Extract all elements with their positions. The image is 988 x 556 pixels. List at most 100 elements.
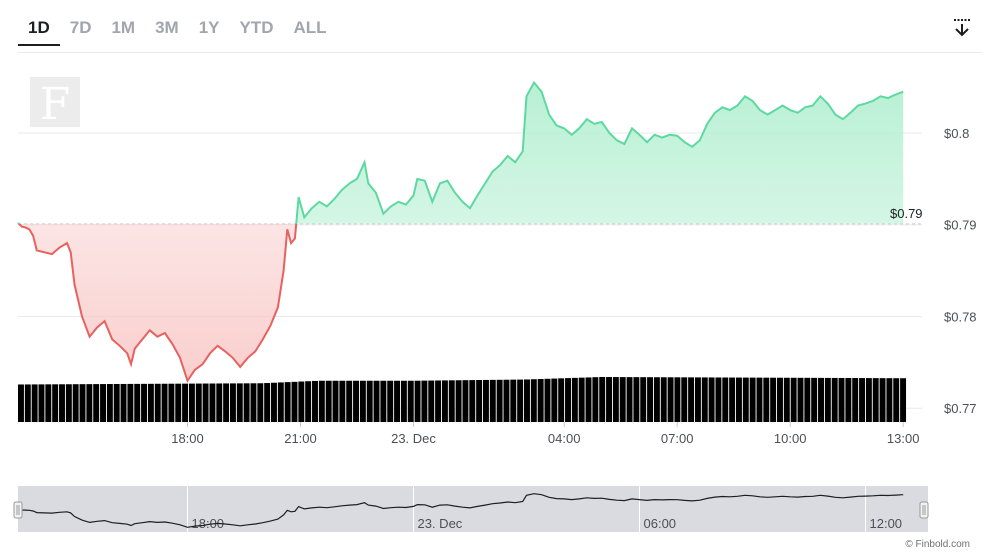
volume-bar bbox=[394, 380, 401, 422]
volume-bar bbox=[722, 377, 729, 422]
volume-bar bbox=[65, 384, 72, 422]
volume-bar bbox=[284, 382, 291, 422]
volume-bar bbox=[818, 377, 824, 422]
volume-bar bbox=[770, 377, 777, 422]
navigator-range bbox=[18, 486, 928, 532]
volume-bar bbox=[312, 380, 318, 422]
volume-bar bbox=[640, 377, 647, 422]
x-tick-label: 04:00 bbox=[548, 431, 581, 446]
volume-bar bbox=[325, 380, 332, 422]
volume-bar bbox=[688, 377, 695, 422]
volume-bar bbox=[339, 380, 346, 422]
volume-bar bbox=[305, 381, 312, 422]
volume-bar bbox=[585, 377, 592, 422]
price-line-down bbox=[17, 223, 298, 383]
volume-bar bbox=[257, 383, 264, 422]
range-button-1m[interactable]: 1M bbox=[111, 18, 136, 37]
range-button-3m[interactable]: 3M bbox=[155, 18, 179, 37]
volume-bar bbox=[24, 384, 31, 422]
volume-bar bbox=[455, 380, 462, 422]
y-tick-label: $0.79 bbox=[944, 218, 977, 233]
volume-bar bbox=[790, 377, 797, 422]
price-chart: F $0.77 $0.78 $0.79 $0.8 $0.79 18:00 21:00 23. … bbox=[17, 77, 977, 446]
navigator-line bbox=[17, 493, 904, 528]
range-button-all[interactable]: ALL bbox=[293, 18, 327, 37]
volume-bar bbox=[667, 377, 674, 422]
volume-bar bbox=[223, 383, 230, 422]
volume-bar bbox=[353, 380, 359, 422]
volume-bar bbox=[524, 379, 530, 422]
volume-bar bbox=[182, 383, 189, 422]
volume-bar bbox=[250, 383, 257, 422]
volume-bar bbox=[175, 383, 182, 422]
volume-bar bbox=[852, 378, 859, 422]
navigator-tick-label: 06:00 bbox=[644, 516, 677, 531]
navigator-tick-label: 12:00 bbox=[870, 516, 903, 531]
volume-bar bbox=[277, 382, 284, 422]
volume-bar bbox=[441, 380, 448, 422]
navigator-handle-left[interactable] bbox=[13, 501, 23, 519]
volume-bar bbox=[900, 378, 907, 422]
volume-bar bbox=[52, 384, 59, 422]
navigator[interactable]: 18:00 23. Dec 06:00 12:00 bbox=[0, 480, 988, 540]
volume-bar bbox=[243, 383, 250, 422]
volume-bar bbox=[742, 377, 749, 422]
svg-text:F: F bbox=[40, 79, 71, 130]
volume-bar bbox=[824, 377, 831, 422]
volume-bar bbox=[209, 383, 216, 422]
range-button-1d[interactable]: 1D bbox=[18, 12, 60, 46]
volume-bar bbox=[694, 377, 701, 422]
volume-bar bbox=[879, 378, 886, 422]
volume-bar bbox=[729, 377, 736, 422]
volume-bar bbox=[72, 384, 79, 422]
volume-bar bbox=[565, 378, 571, 422]
download-icon[interactable] bbox=[950, 16, 974, 40]
range-button-1y[interactable]: 1Y bbox=[198, 18, 220, 37]
range-button-ytd[interactable]: YTD bbox=[239, 18, 274, 37]
volume-bar bbox=[141, 383, 148, 422]
navigator-handle-right[interactable] bbox=[919, 501, 929, 519]
volume-bar bbox=[701, 377, 708, 422]
volume-bar bbox=[551, 378, 558, 422]
volume-bar bbox=[154, 383, 161, 422]
volume-bar bbox=[845, 378, 852, 422]
volume-bar bbox=[489, 379, 496, 422]
volume-bar bbox=[831, 377, 838, 422]
range-selector: 1D 7D 1M 3M 1Y YTD ALL bbox=[18, 12, 337, 52]
range-button-7d[interactable]: 7D bbox=[69, 18, 92, 37]
volume-bar bbox=[271, 382, 277, 422]
volume-bar bbox=[476, 380, 483, 422]
volume-bar bbox=[100, 384, 106, 422]
header-divider bbox=[18, 52, 982, 53]
volume-bar bbox=[161, 383, 168, 422]
x-tick-label: 21:00 bbox=[284, 431, 317, 446]
volume-bar bbox=[859, 378, 866, 422]
x-tick-label: 10:00 bbox=[774, 431, 807, 446]
volume-bar bbox=[462, 380, 469, 422]
volume-bar bbox=[428, 380, 435, 422]
volume-bar bbox=[31, 384, 38, 422]
volume-bar bbox=[783, 377, 790, 422]
volume-bar bbox=[469, 380, 476, 422]
y-tick-label: $0.8 bbox=[944, 126, 969, 141]
volume-bar bbox=[79, 384, 86, 422]
volume-bar bbox=[435, 380, 442, 422]
volume-bar bbox=[510, 379, 517, 422]
y-tick-label: $0.78 bbox=[944, 309, 977, 324]
volume-bar bbox=[660, 377, 667, 422]
volume-bar bbox=[804, 377, 811, 422]
volume-bar bbox=[777, 377, 783, 422]
volume-bar bbox=[421, 380, 428, 422]
volume-bar bbox=[18, 384, 24, 422]
volume-bar bbox=[366, 380, 373, 422]
volume-bar bbox=[735, 377, 742, 422]
volume-bar bbox=[681, 377, 688, 422]
volume-bar bbox=[763, 377, 770, 422]
area-above-base bbox=[18, 82, 904, 224]
volume-bar bbox=[606, 377, 612, 422]
volume-bar bbox=[517, 379, 524, 422]
volume-bar bbox=[380, 380, 387, 422]
current-price-label: $0.79 bbox=[890, 206, 923, 221]
volume-bar bbox=[38, 384, 45, 422]
volume-bar bbox=[264, 383, 271, 422]
